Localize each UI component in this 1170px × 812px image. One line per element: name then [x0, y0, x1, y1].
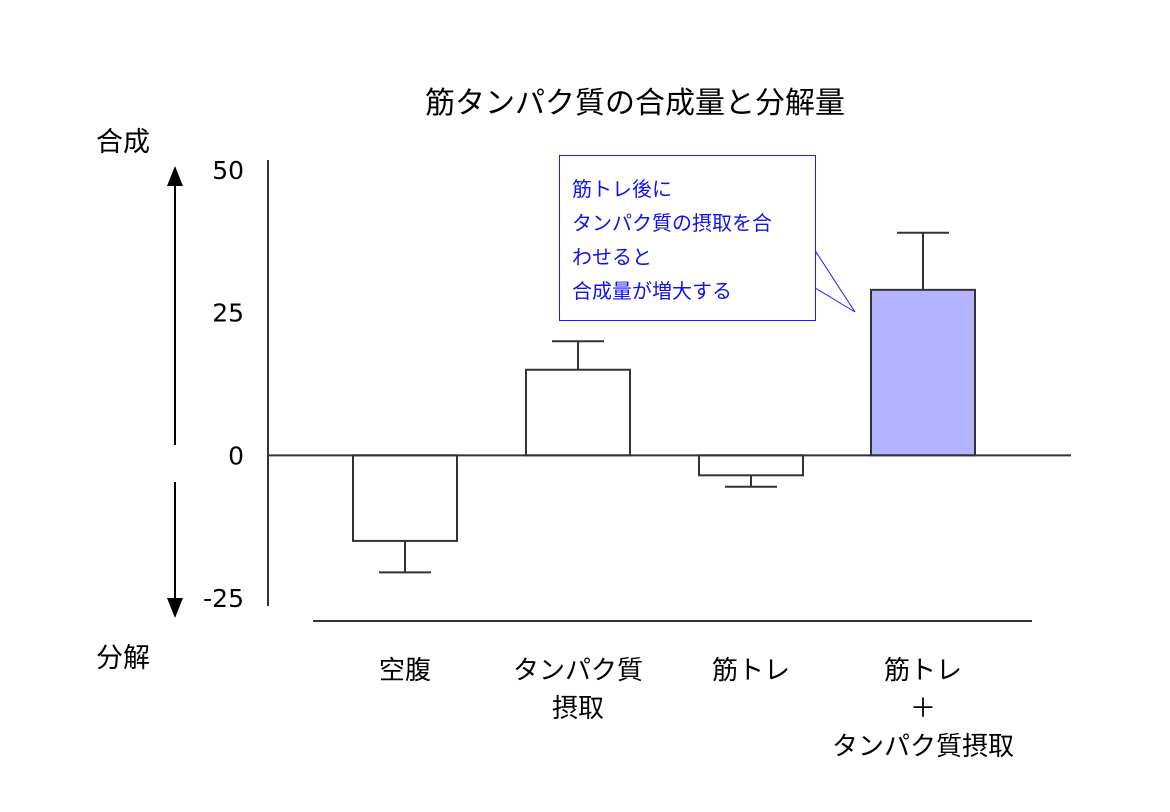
chart-title: 筋タンパク質の合成量と分解量 [425, 86, 845, 121]
y-tick-label: 0 [228, 441, 244, 470]
x-category-label-line: タンパク質摂取 [831, 732, 1015, 762]
x-category-label-line: 摂取 [551, 694, 605, 724]
x-category-label: 筋トレ ＋ タンパク質摂取 [832, 652, 1014, 766]
y-tick-label: -25 [203, 584, 244, 613]
y-tick-label: 50 [212, 156, 244, 185]
x-category-label: 空腹 [379, 652, 431, 690]
breakdown-label: 分解 [96, 643, 150, 674]
bar [525, 368, 631, 457]
callout-line: わせると [572, 245, 652, 269]
y-tick-label: 25 [212, 299, 244, 328]
bar [352, 454, 458, 542]
x-category-label-line: ＋ [909, 694, 937, 724]
x-category-label-line: 空腹 [378, 656, 432, 686]
bar [870, 288, 976, 457]
x-category-label-line: 筋トレ [711, 656, 791, 686]
x-category-label-line: 筋トレ [883, 656, 963, 686]
x-category-label: 筋トレ [712, 652, 790, 690]
callout-pointer [811, 250, 856, 313]
callout-line: タンパク質の摂取を合 [572, 211, 772, 235]
annotation-callout: 筋トレ後に タンパク質の摂取を合 わせると 合成量が増大する [559, 155, 816, 321]
callout-line: 合成量が増大する [572, 279, 732, 303]
callout-line: 筋トレ後に [572, 177, 672, 201]
synthesis-label: 合成 [96, 127, 150, 158]
x-category-label: タンパク質 摂取 [513, 652, 643, 728]
x-category-label-line: タンパク質 [512, 656, 644, 686]
bar [698, 454, 804, 477]
